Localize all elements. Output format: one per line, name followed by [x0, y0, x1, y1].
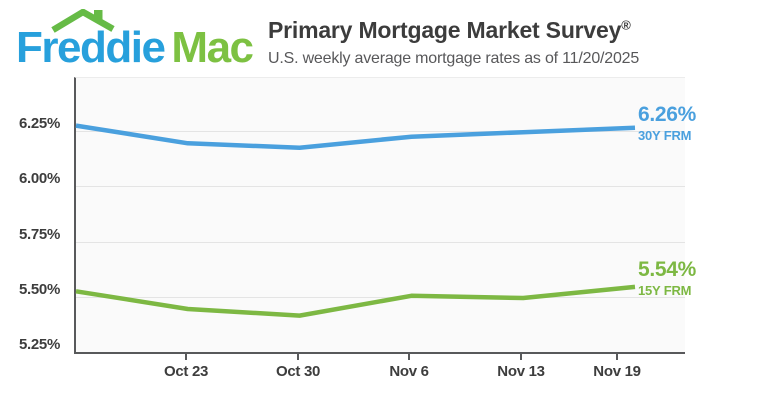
gridline-5.50%	[76, 297, 685, 298]
x-axis-label: Oct 30	[275, 363, 321, 380]
page-subtitle: U.S. weekly average mortgage rates as of…	[268, 50, 640, 67]
registered-trademark: ®	[621, 17, 631, 33]
logo-word-freddie: Freddie	[16, 23, 166, 72]
line-30y-frm	[75, 123, 636, 150]
series-label-30y-frm: 30Y FRM	[638, 128, 692, 143]
y-axis-label: 5.50%	[18, 281, 60, 298]
header-title-block: Primary Mortgage Market Survey® U.S. wee…	[268, 17, 639, 68]
x-axis-label: Nov 19	[593, 363, 641, 380]
series-label-15y-frm: 15Y FRM	[638, 283, 692, 298]
roof-icon	[51, 9, 115, 33]
rate-label-30y-frm: 6.26%	[638, 103, 697, 126]
y-axis-label: 6.25%	[18, 115, 60, 132]
gridline-5.75%	[76, 242, 685, 243]
x-axis-label: Nov 6	[389, 363, 429, 380]
logo-wordmark: Freddie Mac	[16, 23, 254, 72]
x-axis-tick	[408, 353, 410, 360]
x-axis-label: Oct 23	[163, 363, 209, 380]
x-axis-tick	[297, 353, 299, 360]
freddie-mac-logo: Freddie Mac	[16, 8, 256, 72]
y-axis-label: 6.00%	[18, 170, 60, 187]
logo-word-mac: Mac	[171, 23, 254, 72]
page-title: Primary Mortgage Market Survey®	[268, 17, 631, 43]
x-axis-tick	[520, 353, 522, 360]
x-axis-label: Nov 13	[497, 363, 545, 380]
y-axis-label: 5.75%	[18, 226, 60, 243]
series-lines	[75, 123, 636, 318]
line-15y-frm	[75, 284, 636, 318]
y-axis-label: 5.25%	[18, 336, 60, 353]
gridline-6.25%	[76, 131, 685, 132]
x-axis-tick	[616, 353, 618, 360]
gridline-6.00%	[76, 186, 685, 187]
rate-label-15y-frm: 5.54%	[638, 258, 697, 281]
x-axis-tick	[185, 353, 187, 360]
